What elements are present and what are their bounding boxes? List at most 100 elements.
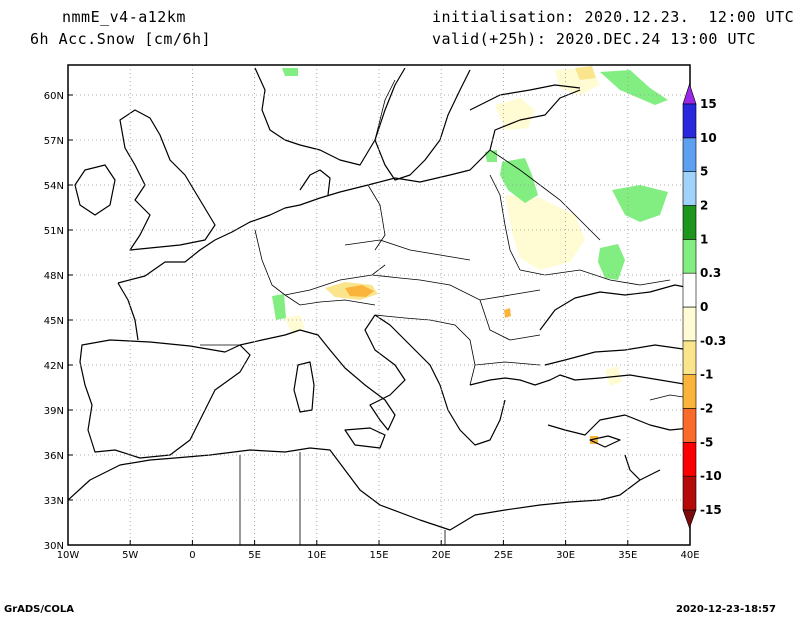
- shade-light-yellow-baltic: [505, 195, 585, 270]
- colorbar-label: 15: [700, 97, 717, 111]
- colorbar-swatch-3: [682, 408, 697, 443]
- lat-label: 57N: [44, 136, 64, 147]
- colorbar: -15 -10 -5 -2 -1 -0.3 0 0.3 1 2 5 10 15: [682, 83, 726, 529]
- colorbar-label: -5: [700, 435, 713, 449]
- lon-label: 5W: [122, 550, 138, 561]
- lat-label: 51N: [44, 226, 64, 237]
- border-austria-hungary: [371, 274, 541, 301]
- shade-light-yellow-sweden: [495, 98, 535, 130]
- lon-label: 10E: [307, 550, 326, 561]
- border-czech: [344, 239, 471, 261]
- footer-grads: GrADS/COLA: [4, 604, 74, 615]
- shade-green-north: [282, 68, 298, 76]
- colorbar-swatch-6: [682, 306, 697, 342]
- colorbar-label: -1: [700, 368, 713, 382]
- colorbar-label: -0.3: [700, 334, 726, 348]
- lat-label: 42N: [44, 361, 64, 372]
- lon-label: 35E: [618, 550, 637, 561]
- coastlines: [68, 67, 690, 531]
- colorbar-bottom-arrow: [682, 509, 697, 529]
- lon-label: 15E: [369, 550, 388, 561]
- colorbar-swatch-4: [682, 374, 697, 409]
- snow-shading: [272, 66, 668, 444]
- lat-label: 33N: [44, 496, 64, 507]
- coast-denmark: [299, 169, 331, 196]
- coast-baltic-east: [367, 89, 581, 186]
- border-ukraine: [519, 269, 671, 286]
- lon-label: 5E: [248, 550, 261, 561]
- border-france-germany: [254, 229, 286, 296]
- lat-label: 60N: [44, 91, 64, 102]
- lon-label: 10W: [57, 550, 80, 561]
- colorbar-swatch-12: [682, 103, 697, 139]
- coast-sicily: [344, 427, 386, 449]
- coast-france-north: [117, 184, 369, 284]
- lon-label: 0: [189, 550, 195, 561]
- border-baltics: [489, 149, 601, 241]
- coast-finland-gulf: [469, 84, 581, 111]
- colorbar-label: 0: [700, 300, 708, 314]
- colorbar-swatch-8: [682, 239, 697, 274]
- coast-north-africa: [68, 447, 661, 531]
- coast-balkans: [374, 314, 506, 446]
- colorbar-swatch-7: [682, 272, 697, 308]
- shade-green-russia: [612, 185, 668, 222]
- colorbar-label: 2: [700, 199, 708, 213]
- lon-label: 30E: [556, 550, 575, 561]
- shade-yellow-finland: [575, 66, 596, 80]
- coast-black-sea: [539, 284, 690, 366]
- colorbar-label: 0.3: [700, 266, 721, 280]
- border-germany-poland: [367, 184, 386, 251]
- border-romania: [479, 299, 541, 341]
- coast-cyprus: [589, 435, 621, 448]
- lat-label: 30N: [44, 541, 64, 552]
- coast-france-west: [117, 282, 139, 341]
- lat-label: 45N: [44, 316, 64, 327]
- lat-label: 48N: [44, 271, 64, 282]
- colorbar-label: 1: [700, 232, 708, 246]
- coast-levant: [624, 454, 641, 481]
- colorbar-label: 10: [700, 131, 717, 145]
- colorbar-swatch-5: [682, 340, 697, 375]
- shade-light-yellow-turkey: [605, 366, 622, 386]
- colorbar-swatch-11: [682, 137, 697, 172]
- shade-orange-alps: [345, 285, 374, 297]
- shade-green-finland-e: [600, 70, 668, 105]
- shade-orange-carpathian: [504, 308, 511, 318]
- coast-ireland: [74, 164, 116, 216]
- colorbar-swatch-10: [682, 171, 697, 206]
- border-scandinavia: [374, 79, 396, 141]
- shade-green-estonia: [485, 150, 497, 162]
- field-title: 6h Acc.Snow [cm/6h]: [30, 30, 212, 48]
- footer-timestamp: 2020-12-23-18:57: [676, 604, 776, 615]
- shade-orange-cyprus: [590, 436, 598, 444]
- colorbar-label: -10: [700, 469, 722, 483]
- lon-label: 25E: [494, 550, 513, 561]
- coast-sweden: [374, 69, 471, 181]
- lat-label: 36N: [44, 451, 64, 462]
- lon-label: 20E: [432, 550, 451, 561]
- shade-green-belarus: [598, 244, 625, 280]
- lat-label: 54N: [44, 181, 64, 192]
- coast-anatolia-south: [547, 414, 690, 436]
- shade-green-baltic: [500, 158, 538, 203]
- border-bulgaria: [474, 361, 541, 366]
- axis-ticks: 10W 5W 0 5E 10E 15E 20E 25E 30E 35E 40E 30N 33N 36N 39…: [44, 91, 700, 561]
- colorbar-top-arrow: [682, 83, 697, 105]
- coast-norway: [254, 67, 406, 166]
- coast-france-south: [239, 329, 301, 346]
- init-time: initialisation: 2020.12.23. 12:00 UTC: [432, 8, 795, 26]
- coast-iberia: [79, 339, 251, 459]
- colorbar-label: 5: [700, 165, 708, 179]
- borders: [200, 79, 690, 545]
- colorbar-label: -15: [700, 503, 722, 517]
- coast-britain: [119, 109, 216, 251]
- coast-sardinia: [293, 361, 315, 413]
- shade-green-alps-w: [272, 294, 286, 320]
- coast-italy: [299, 314, 406, 431]
- border-poland-east: [489, 174, 521, 271]
- border-italy-north: [284, 294, 376, 306]
- colorbar-swatch-1: [682, 475, 697, 511]
- lat-label: 39N: [44, 406, 64, 417]
